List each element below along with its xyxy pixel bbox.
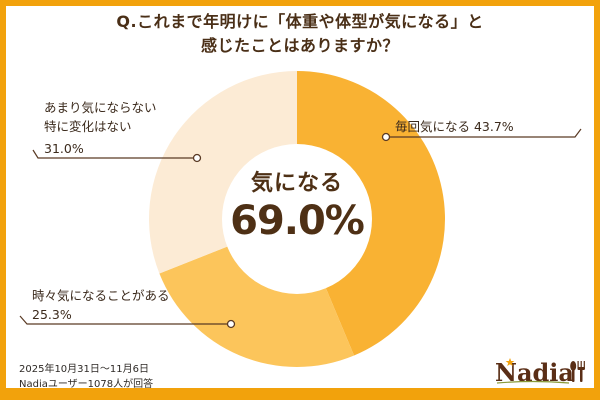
label-every-time: 毎回気になる 43.7%	[395, 119, 514, 134]
nadia-logo: Nadia	[495, 358, 585, 386]
label-sometimes-line1: 時々気になることがある	[32, 288, 170, 303]
leader-dot-not-really	[192, 153, 202, 163]
leader-dot-sometimes	[226, 319, 236, 329]
center-label: 気になる	[250, 171, 343, 196]
leader-line-sometimes	[19, 315, 227, 325]
title-line-2: 感じたことはありますか？	[200, 36, 399, 55]
survey-respondents: Nadiaユーザー1078人が回答	[19, 379, 154, 390]
leader-line-every-time	[390, 128, 582, 138]
center-annotation: 気になる 69.0%	[222, 170, 372, 244]
label-not-really-value: 31.0%	[44, 141, 84, 156]
leader-lines	[19, 128, 582, 325]
label-not-really-line1: あまり気にならない	[44, 100, 157, 115]
fork-knife-icon	[570, 361, 585, 382]
donut-hole	[222, 144, 372, 294]
title-line-1: Q.これまで年明けに「体重や体型が気になる」と	[116, 12, 484, 31]
logo-underline	[496, 380, 570, 384]
label-not-really-line2: 特に変化はない	[44, 119, 132, 134]
leader-line-not-really	[32, 149, 193, 159]
leader-dot-every-time	[381, 132, 391, 142]
chart-title: Q.これまで年明けに「体重や体型が気になる」と 感じたことはありますか？	[0, 10, 600, 58]
label-sometimes: 時々気になることがある 25.3%	[32, 286, 170, 324]
survey-period: 2025年10月31日～11月6日	[19, 364, 149, 375]
label-not-really: あまり気にならない 特に変化はない 31.0%	[44, 98, 157, 158]
star-icon	[505, 358, 515, 366]
survey-footer: 2025年10月31日～11月6日 Nadiaユーザー1078人が回答	[19, 362, 153, 392]
label-sometimes-value: 25.3%	[32, 307, 72, 322]
center-value: 69.0%	[230, 198, 365, 244]
